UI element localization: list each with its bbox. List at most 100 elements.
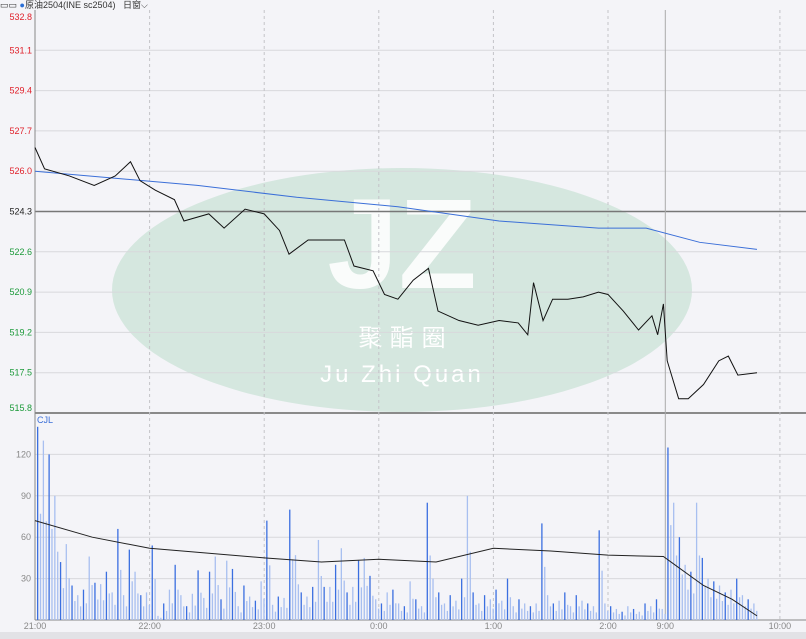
volume-bar — [589, 610, 592, 620]
volume-bar — [397, 603, 400, 620]
volume-bar — [587, 603, 589, 620]
volume-tick-label: 90 — [21, 491, 31, 501]
volume-tick-label: 120 — [16, 449, 31, 459]
volume-bar — [501, 600, 503, 620]
volume-bar — [753, 603, 755, 620]
volume-bar — [673, 502, 675, 620]
price-tick-label: 519.2 — [9, 327, 32, 337]
volume-bar — [581, 600, 583, 620]
volume-bar — [317, 539, 320, 620]
volume-bar — [200, 592, 202, 620]
volume-bar — [71, 585, 73, 620]
volume-bar — [303, 604, 305, 620]
price-tick-label: 517.5 — [9, 368, 32, 378]
volume-bar — [180, 595, 182, 620]
volume-bar — [575, 595, 577, 620]
volume-bar — [552, 603, 554, 620]
volume-bar — [503, 609, 506, 620]
volume-bar — [690, 571, 692, 620]
volume-bar — [555, 610, 557, 620]
volume-bar — [615, 608, 618, 620]
volume-bar — [406, 612, 408, 620]
volume-bar — [277, 596, 279, 620]
volume-bar — [266, 520, 268, 620]
volume-bar — [730, 589, 732, 620]
period-selector[interactable]: 日窗⌵ — [123, 0, 148, 10]
volume-bar — [48, 454, 50, 620]
volume-bar — [392, 589, 394, 620]
volume-bar — [274, 611, 277, 620]
volume-bar — [128, 549, 130, 620]
volume-bar — [644, 603, 646, 620]
volume-bar — [240, 612, 242, 620]
volume-bar — [263, 598, 265, 620]
volume-bar — [395, 603, 397, 620]
volume-bar — [54, 495, 56, 620]
volume-bar — [363, 557, 365, 620]
volume-bar — [320, 575, 322, 620]
volume-bar — [455, 600, 457, 620]
volume-bar — [260, 581, 262, 620]
volume-bar — [79, 606, 82, 620]
volume-bar — [375, 599, 377, 620]
volume-bar — [506, 578, 509, 620]
volume-bar — [449, 595, 451, 620]
watermark-logo: JZ 聚 酯 圈 Ju Zhi Quan — [112, 168, 692, 412]
volume-bar — [541, 523, 543, 620]
volume-bar — [82, 589, 85, 620]
volume-bar — [42, 440, 45, 620]
volume-bar — [352, 586, 354, 620]
volume-bar — [713, 581, 715, 620]
volume-bar — [446, 610, 448, 620]
volume-bar — [627, 606, 629, 620]
volume-bar — [438, 592, 440, 620]
volume-bar — [515, 612, 517, 620]
volume-bar — [271, 604, 274, 620]
volume-bar — [389, 604, 391, 620]
volume-bar — [610, 606, 612, 620]
volume-bar — [415, 599, 417, 620]
volume-bar — [529, 606, 532, 620]
volume-bar — [249, 596, 251, 620]
volume-bar — [39, 513, 42, 620]
volume-bar — [329, 586, 331, 620]
volume-bar — [681, 574, 683, 620]
volume-bar — [630, 612, 632, 620]
volume-bar — [148, 604, 151, 620]
volume-bar — [526, 610, 529, 620]
volume-bar — [624, 615, 626, 620]
volume-bar — [463, 597, 466, 620]
volume-bar — [466, 495, 469, 620]
chart-header: ▭▭ ●原油2504(INE sc2504) 日窗⌵ — [0, 0, 806, 10]
volume-bar — [418, 608, 420, 620]
volume-bar — [618, 613, 620, 620]
volume-bar — [251, 607, 254, 620]
volume-bar — [458, 609, 460, 620]
volume-bar — [355, 601, 357, 620]
volume-bar — [546, 595, 549, 620]
volume-bar — [538, 610, 540, 620]
volume-bar — [733, 603, 735, 620]
price-tick-label: 522.6 — [9, 247, 32, 257]
volume-bar — [650, 606, 652, 620]
volume-bar — [157, 615, 159, 620]
volume-bar — [738, 597, 741, 620]
volume-bar — [131, 581, 133, 620]
volume-bar — [750, 608, 752, 620]
volume-bar — [369, 575, 371, 620]
volume-bar — [652, 612, 655, 620]
volume-bar — [486, 606, 489, 620]
volume-bar — [567, 604, 569, 620]
volume-bar — [346, 592, 348, 620]
chevron-down-icon: ⌵ — [141, 0, 148, 10]
volume-bar — [621, 611, 623, 620]
link-icon[interactable]: ▭▭ — [0, 0, 18, 10]
price-tick-label: 532.8 — [9, 12, 32, 22]
volume-bar — [572, 612, 575, 620]
volume-bar — [558, 600, 560, 620]
price-tick-label: 527.7 — [9, 126, 32, 136]
volume-bar — [206, 607, 208, 620]
volume-bar — [598, 530, 600, 620]
volume-bar — [509, 597, 512, 620]
